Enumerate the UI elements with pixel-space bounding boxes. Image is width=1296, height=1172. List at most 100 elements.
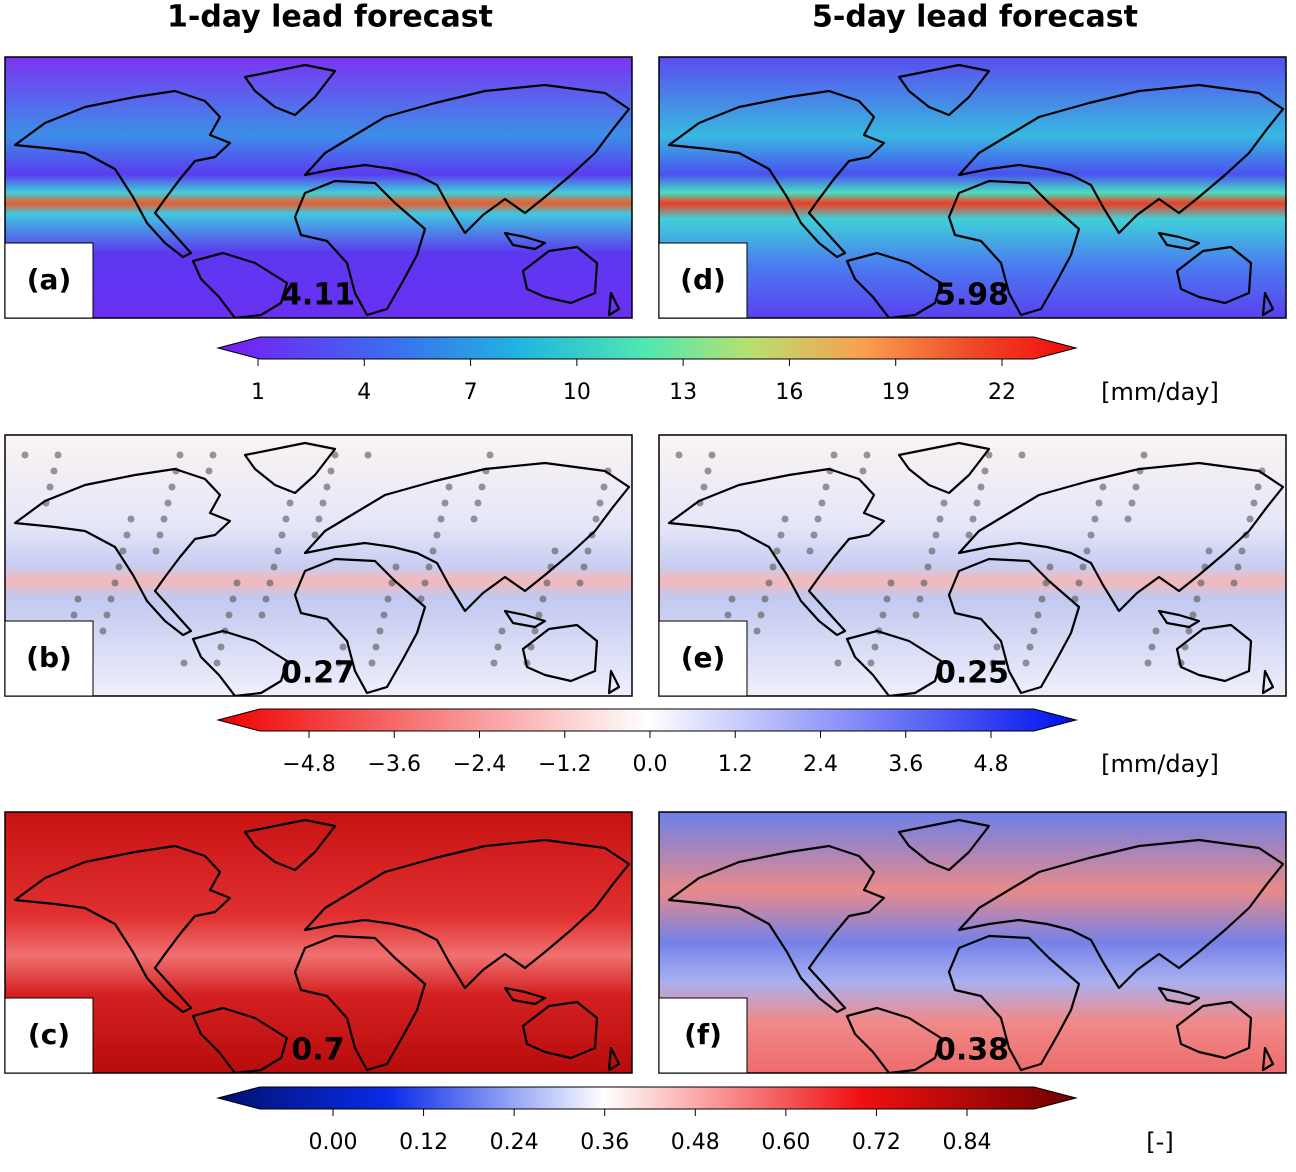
significance-dot: [765, 579, 773, 587]
significance-dot: [319, 499, 327, 507]
significance-dot: [753, 627, 761, 635]
significance-dot: [229, 595, 237, 603]
significance-dot: [478, 483, 486, 491]
map-frame: [4, 434, 633, 697]
significance-dot: [1132, 483, 1140, 491]
significance-dot: [119, 547, 127, 555]
significance-dot: [421, 579, 429, 587]
significance-dot: [1022, 659, 1030, 667]
colorbar-tick-label: 2.4: [803, 752, 838, 777]
significance-dot: [1030, 627, 1038, 635]
significance-dot: [323, 483, 331, 491]
significance-dot: [1250, 499, 1258, 507]
significance-dot: [311, 531, 319, 539]
significance-dot: [977, 483, 985, 491]
map-panel: (b) 0.27: [4, 434, 633, 697]
colorbar-tick-label: 16: [775, 380, 803, 405]
significance-dot: [592, 515, 600, 523]
map-frame: [658, 434, 1287, 697]
significance-dot: [372, 643, 380, 651]
significance-dot: [724, 611, 732, 619]
significance-dot: [50, 467, 58, 475]
significance-dot: [99, 627, 107, 635]
panel-value: 5.98: [935, 278, 1009, 313]
significance-dot: [973, 499, 981, 507]
colorbar-tick-label: 0.12: [399, 1130, 448, 1155]
significance-dot: [107, 595, 115, 603]
significance-dot: [1124, 515, 1132, 523]
colorbar-tick-label: 0.60: [761, 1130, 810, 1155]
significance-dot: [425, 563, 433, 571]
significance-dot: [433, 531, 441, 539]
significance-dot: [205, 467, 213, 475]
significance-dot: [814, 515, 822, 523]
significance-dot: [887, 579, 895, 587]
significance-dot: [384, 595, 392, 603]
significance-dot: [1185, 627, 1193, 635]
significance-dot: [498, 627, 506, 635]
significance-dot: [74, 595, 82, 603]
map-frame: [658, 56, 1287, 319]
map-panel: (a) 4.11: [4, 56, 633, 319]
significance-dot: [315, 515, 323, 523]
significance-dot: [993, 643, 1001, 651]
significance-dot: [1026, 643, 1034, 651]
significance-dot: [327, 467, 335, 475]
significance-dot: [437, 515, 445, 523]
map-panel: (f) 0.38: [658, 811, 1287, 1074]
colorbar-tick-label: 0.0: [633, 752, 668, 777]
panel-label: (c): [28, 1018, 70, 1051]
significance-dot: [258, 611, 266, 619]
significance-dot: [1238, 547, 1246, 555]
significance-dot: [127, 515, 135, 523]
significance-dot: [380, 611, 388, 619]
colorbar-tick-label: −2.4: [453, 752, 506, 777]
colorbar-unit: [-]: [1146, 1128, 1173, 1156]
significance-dot: [584, 547, 592, 555]
colorbar-tick-label: 0.84: [943, 1130, 992, 1155]
colorbar: [216, 336, 1078, 360]
significance-dot: [445, 483, 453, 491]
significance-dot: [1234, 563, 1242, 571]
significance-dot: [1128, 499, 1136, 507]
map-panel: (c) 0.7: [4, 811, 633, 1074]
significance-dot: [470, 515, 478, 523]
significance-dot: [490, 659, 498, 667]
significance-dot: [441, 499, 449, 507]
significance-dot: [213, 659, 221, 667]
panel-label: (e): [681, 641, 726, 674]
colorbar-tick-label: −4.8: [282, 752, 335, 777]
significance-dot: [266, 579, 274, 587]
significance-dot: [781, 515, 789, 523]
map-frame: [658, 811, 1287, 1074]
panel-label: (d): [680, 263, 726, 296]
column-title: 5-day lead forecast: [812, 0, 1138, 35]
significance-dot: [1095, 499, 1103, 507]
label-box: [658, 620, 748, 697]
colorbar-tick-label: 0.00: [309, 1130, 358, 1155]
significance-dot: [152, 547, 160, 555]
colorbar-tick-label: 0.36: [580, 1130, 629, 1155]
significance-dot: [928, 547, 936, 555]
significance-dot: [969, 515, 977, 523]
label-box: [4, 997, 94, 1074]
significance-dot: [103, 611, 111, 619]
significance-dot: [474, 499, 482, 507]
significance-dot: [535, 611, 543, 619]
significance-dot: [551, 547, 559, 555]
significance-dot: [1205, 547, 1213, 555]
significance-dot: [810, 531, 818, 539]
colorbar-tick-label: 0.24: [490, 1130, 539, 1155]
colorbar-tick-label: 13: [669, 380, 697, 405]
significance-dot: [777, 531, 785, 539]
significance-dot: [769, 563, 777, 571]
significance-dot: [1193, 595, 1201, 603]
colorbar-unit: [mm/day]: [1101, 378, 1219, 406]
significance-dot: [278, 531, 286, 539]
map-frame: [4, 811, 633, 1074]
significance-dot: [834, 659, 842, 667]
significance-dot: [867, 659, 875, 667]
significance-dot: [123, 531, 131, 539]
colorbar-tick-label: 0.72: [852, 1130, 901, 1155]
significance-dot: [773, 547, 781, 555]
